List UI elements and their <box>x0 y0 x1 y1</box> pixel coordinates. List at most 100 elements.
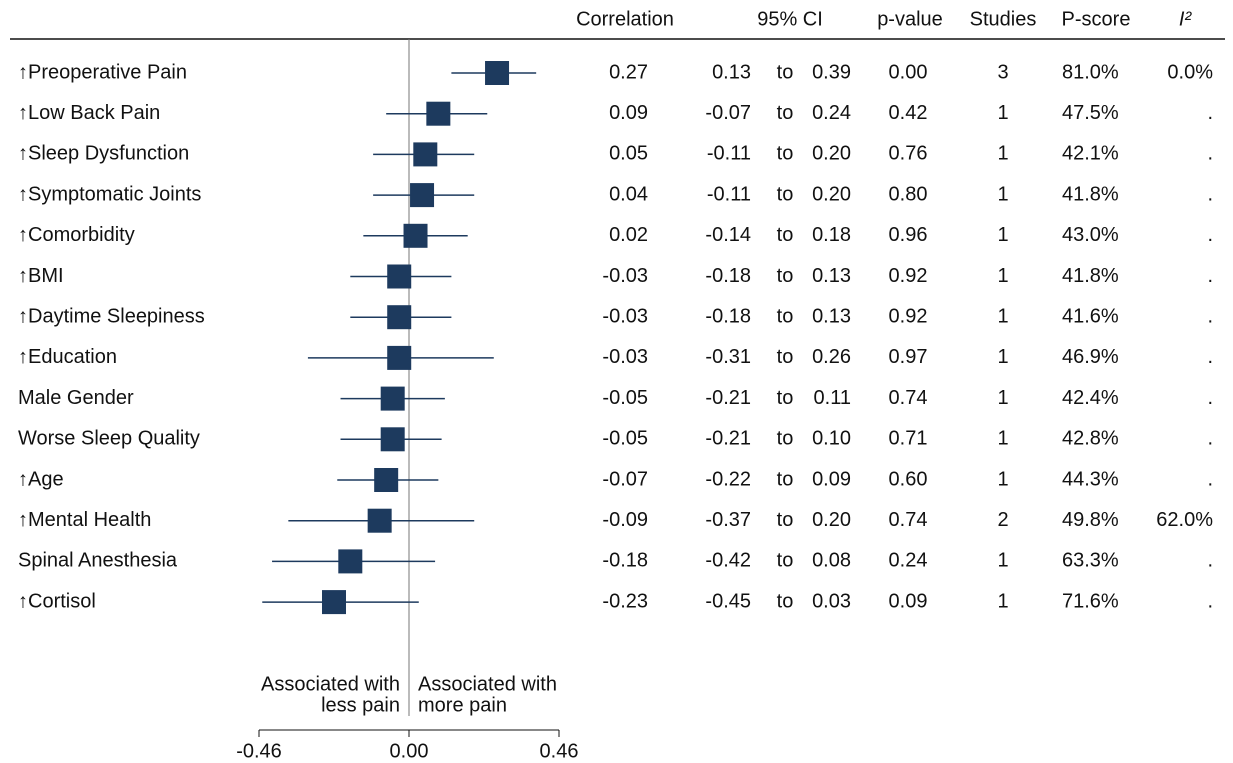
ci-sep: to <box>777 265 794 287</box>
annotation: Associated with <box>418 673 557 695</box>
p-score: 42.4% <box>1062 387 1119 409</box>
p-score: 41.8% <box>1062 183 1119 205</box>
i2: . <box>1207 102 1213 124</box>
ci-low: -0.18 <box>705 305 751 327</box>
correlation: 0.04 <box>609 183 648 205</box>
studies: 1 <box>997 102 1008 124</box>
p-value: 0.09 <box>889 590 928 612</box>
ci-sep: to <box>777 387 794 409</box>
studies: 1 <box>997 346 1008 368</box>
p-score: 41.8% <box>1062 265 1119 287</box>
studies: 1 <box>997 183 1008 205</box>
correlation: -0.23 <box>602 590 648 612</box>
ci-low: -0.07 <box>705 102 751 124</box>
estimate-marker <box>387 305 412 330</box>
studies: 2 <box>997 509 1008 531</box>
p-value: 0.60 <box>889 468 928 490</box>
correlation: 0.02 <box>609 224 648 246</box>
header: I² <box>1179 8 1193 30</box>
p-score: 71.6% <box>1062 590 1119 612</box>
p-value: 0.92 <box>889 265 928 287</box>
row-label: ↑Low Back Pain <box>18 102 160 124</box>
row-label: ↑Symptomatic Joints <box>18 183 201 205</box>
ci-high: 0.26 <box>812 346 851 368</box>
annotation: Associated with <box>261 673 400 695</box>
ci-sep: to <box>777 224 794 246</box>
p-score: 47.5% <box>1062 102 1119 124</box>
p-value: 0.92 <box>889 305 928 327</box>
i2: . <box>1207 428 1213 450</box>
correlation: -0.07 <box>602 468 648 490</box>
ci-high: 0.08 <box>812 550 851 572</box>
p-value: 0.00 <box>889 61 928 83</box>
ci-sep: to <box>777 183 794 205</box>
correlation: -0.05 <box>602 387 648 409</box>
ci-sep: to <box>777 143 794 165</box>
ci-high: 0.13 <box>812 265 851 287</box>
ci-high: 0.20 <box>812 509 851 531</box>
studies: 1 <box>997 428 1008 450</box>
ci-high: 0.10 <box>812 428 851 450</box>
annotation: more pain <box>418 694 507 716</box>
ci-high: 0.24 <box>812 102 851 124</box>
row-label: ↑Education <box>18 346 117 368</box>
x-tick-label: 0.46 <box>540 740 579 762</box>
row-label: Worse Sleep Quality <box>18 428 200 450</box>
i2: . <box>1207 387 1213 409</box>
header: Correlation <box>576 8 674 30</box>
ci-high: 0.13 <box>812 305 851 327</box>
p-score: 81.0% <box>1062 61 1119 83</box>
correlation: -0.03 <box>602 305 648 327</box>
ci-sep: to <box>777 468 794 490</box>
ci-low: -0.11 <box>707 183 751 205</box>
row-label: ↑Cortisol <box>18 590 96 612</box>
p-value: 0.74 <box>889 509 928 531</box>
row-label: ↑Daytime Sleepiness <box>18 305 205 327</box>
correlation: -0.03 <box>602 346 648 368</box>
ci-low: 0.13 <box>712 61 751 83</box>
ci-low: -0.18 <box>705 265 751 287</box>
estimate-marker <box>387 264 412 289</box>
i2: . <box>1207 468 1213 490</box>
p-value: 0.24 <box>889 550 928 572</box>
p-value: 0.74 <box>889 387 928 409</box>
p-value: 0.71 <box>889 428 928 450</box>
header: 95% CI <box>757 8 823 30</box>
x-tick-label: -0.46 <box>236 740 282 762</box>
i2: . <box>1207 265 1213 287</box>
ci-low: -0.21 <box>705 387 751 409</box>
studies: 1 <box>997 265 1008 287</box>
estimate-marker <box>403 223 428 248</box>
i2: . <box>1207 550 1213 572</box>
estimate-marker <box>485 61 510 85</box>
p-score: 44.3% <box>1062 468 1119 490</box>
p-value: 0.97 <box>889 346 928 368</box>
estimate-marker <box>413 142 438 167</box>
ci-low: -0.22 <box>705 468 751 490</box>
estimate-marker <box>374 468 399 492</box>
x-tick-label: 0.00 <box>390 740 429 762</box>
p-score: 42.8% <box>1062 428 1119 450</box>
ci-low: -0.31 <box>705 346 751 368</box>
ci-sep: to <box>777 428 794 450</box>
row-label: ↑Age <box>18 468 64 490</box>
studies: 1 <box>997 468 1008 490</box>
i2: . <box>1207 346 1213 368</box>
ci-sep: to <box>777 550 794 572</box>
ci-sep: to <box>777 590 794 612</box>
studies: 1 <box>997 143 1008 165</box>
studies: 1 <box>997 387 1008 409</box>
correlation: 0.05 <box>609 143 648 165</box>
p-score: 46.9% <box>1062 346 1119 368</box>
p-value: 0.42 <box>889 102 928 124</box>
ci-high: 0.09 <box>812 468 851 490</box>
correlation: -0.05 <box>602 428 648 450</box>
i2: 62.0% <box>1156 509 1213 531</box>
ci-high: 0.20 <box>812 183 851 205</box>
p-value: 0.80 <box>889 183 928 205</box>
header: P-score <box>1062 8 1131 30</box>
estimate-marker <box>322 590 346 615</box>
correlation: -0.09 <box>602 509 648 531</box>
studies: 1 <box>997 550 1008 572</box>
